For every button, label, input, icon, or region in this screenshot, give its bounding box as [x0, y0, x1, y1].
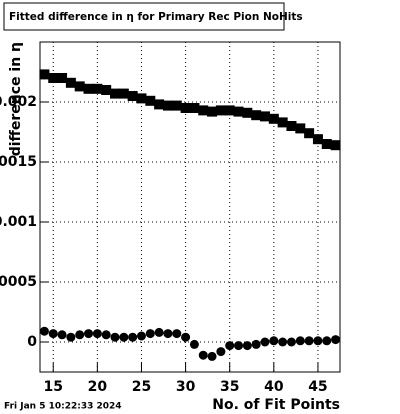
- marker-circle: [189, 339, 199, 349]
- marker-circle: [57, 330, 67, 340]
- marker-circle: [216, 347, 226, 357]
- marker-circle: [313, 336, 323, 346]
- chart-title: Fitted difference in η for Primary Rec P…: [9, 11, 303, 23]
- marker-square: [110, 88, 120, 99]
- marker-circle: [260, 337, 270, 347]
- title-box: [3, 2, 285, 31]
- y-tick-label: 0.0015: [0, 154, 37, 170]
- marker-square: [277, 117, 288, 128]
- marker-circle: [101, 330, 111, 340]
- marker-square: [233, 106, 244, 117]
- marker-circle: [198, 350, 208, 360]
- footer-date: Fri Jan 5 10:22:33 2024: [4, 402, 122, 412]
- marker-square: [304, 128, 315, 139]
- marker-circle: [163, 329, 173, 339]
- marker-square: [83, 83, 94, 94]
- marker-square: [57, 73, 68, 83]
- y-tick-label: 0.0005: [0, 274, 37, 290]
- marker-square: [295, 123, 306, 134]
- marker-square: [65, 77, 76, 88]
- marker-square: [39, 69, 50, 80]
- marker-circle: [136, 331, 146, 341]
- marker-circle: [110, 332, 120, 342]
- marker-square: [74, 81, 85, 92]
- marker-square: [92, 83, 103, 94]
- x-axis-label: No. of Fit Points: [212, 397, 340, 413]
- x-tick-label: 35: [220, 379, 239, 395]
- marker-square: [321, 139, 332, 149]
- marker-square: [48, 73, 59, 83]
- marker-circle: [278, 337, 288, 347]
- marker-circle: [39, 326, 49, 336]
- x-tick-label: 25: [132, 379, 151, 395]
- x-tick-label: 45: [308, 379, 327, 395]
- marker-circle: [84, 329, 94, 339]
- marker-square: [145, 95, 156, 106]
- marker-square: [101, 85, 112, 95]
- marker-circle: [128, 332, 138, 342]
- marker-circle: [242, 341, 252, 351]
- y-tick-label: 0.001: [0, 214, 37, 230]
- marker-square: [224, 105, 235, 116]
- marker-square: [312, 134, 323, 145]
- marker-square: [242, 107, 253, 118]
- marker-square: [127, 91, 138, 101]
- marker-circle: [181, 332, 191, 342]
- marker-square: [286, 121, 297, 131]
- marker-circle: [269, 336, 279, 346]
- marker-circle: [234, 341, 244, 351]
- marker-square: [268, 113, 279, 124]
- marker-square: [118, 88, 129, 99]
- marker-circle: [304, 336, 314, 346]
- marker-circle: [48, 329, 58, 339]
- y-tick-label: 0.002: [0, 94, 37, 110]
- marker-circle: [154, 327, 164, 337]
- marker-circle: [172, 329, 182, 339]
- y-axis-label: difference in η: [8, 42, 24, 156]
- marker-square: [207, 106, 218, 117]
- marker-circle: [66, 332, 76, 342]
- marker-square: [198, 105, 209, 116]
- x-tick-label: 15: [43, 379, 62, 395]
- marker-circle: [295, 336, 305, 346]
- y-tick-label: 0: [27, 334, 37, 350]
- marker-square: [189, 103, 200, 113]
- marker-circle: [75, 330, 85, 340]
- marker-circle: [225, 341, 235, 351]
- marker-square: [154, 99, 165, 110]
- marker-square: [215, 105, 226, 116]
- marker-square: [260, 111, 270, 122]
- marker-square: [136, 93, 147, 104]
- marker-circle: [92, 329, 102, 339]
- marker-circle: [145, 329, 155, 339]
- marker-square: [180, 103, 191, 113]
- marker-circle: [286, 337, 296, 347]
- marker-square: [171, 100, 182, 111]
- marker-circle: [331, 335, 341, 345]
- plot-frame: [39, 41, 341, 373]
- x-tick-label: 40: [264, 379, 284, 395]
- marker-square: [162, 100, 173, 111]
- x-tick-label: 20: [88, 379, 108, 395]
- marker-square: [251, 110, 262, 121]
- marker-circle: [207, 351, 217, 361]
- marker-circle: [322, 336, 332, 346]
- marker-square: [330, 140, 341, 151]
- x-tick-label: 30: [176, 379, 196, 395]
- marker-circle: [119, 332, 129, 342]
- marker-circle: [251, 339, 261, 349]
